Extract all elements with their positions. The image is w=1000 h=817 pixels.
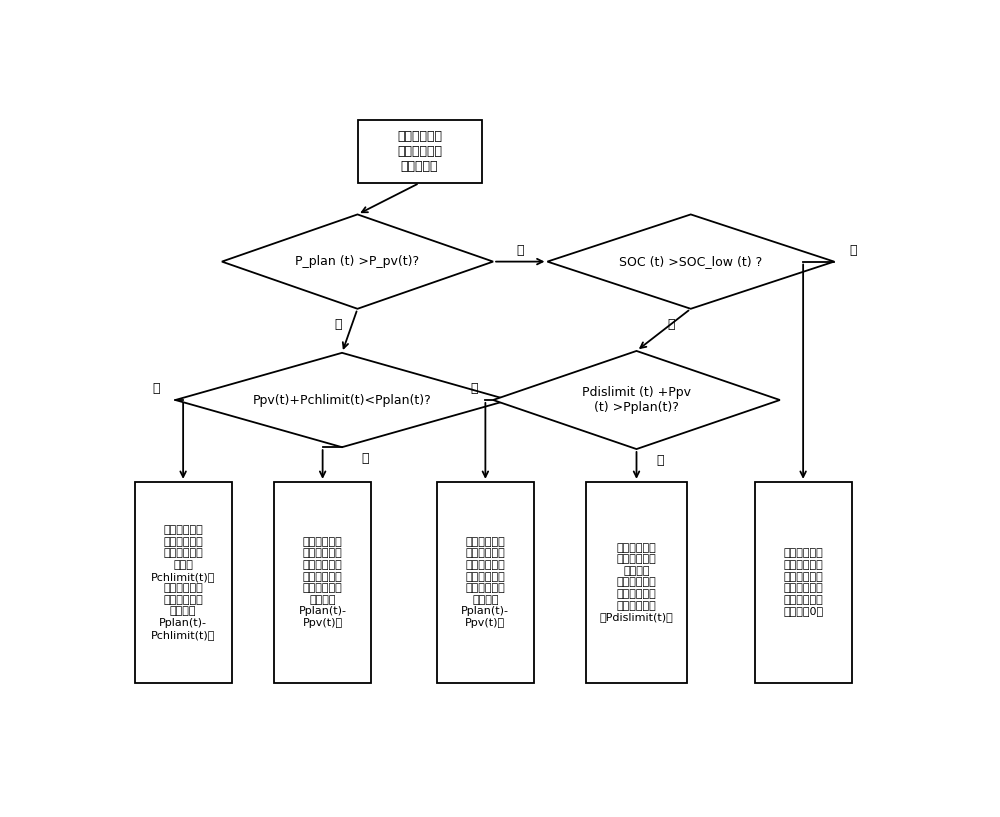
- Polygon shape: [493, 351, 780, 449]
- Bar: [135, 482, 232, 683]
- Bar: [358, 120, 482, 183]
- Bar: [274, 482, 371, 683]
- Text: 是: 是: [668, 318, 675, 331]
- Bar: [586, 482, 687, 683]
- Text: SOC (t) >SOC_low (t) ?: SOC (t) >SOC_low (t) ?: [619, 255, 762, 268]
- Text: 实行弃光，储
能电站监控系
统输出功率命
令值为
Pchlimit(t)；
光伏电站监控
系统输出功率
命令值为
Pplan(t)-
Pchlimit(t)。: 实行弃光，储 能电站监控系 统输出功率命 令值为 Pchlimit(t)； 光伏…: [151, 525, 215, 640]
- Text: 光伏电站监控
系统输出功率
命令值不变；
储能电站监控
系统输出功率
命令值为
Pplan(t)-
Ppv(t)。: 光伏电站监控 系统输出功率 命令值不变； 储能电站监控 系统输出功率 命令值为 …: [461, 537, 509, 628]
- Bar: [755, 482, 852, 683]
- Text: 是: 是: [362, 452, 369, 465]
- Text: 接收预处理后
的光伏电站计
划输出功率: 接收预处理后 的光伏电站计 划输出功率: [397, 130, 442, 173]
- Text: 光伏电站监控
系统输出功率
命令值不变；
储能电站监控
系统输出功率
命令值为
Pplan(t)-
Ppv(t)。: 光伏电站监控 系统输出功率 命令值不变； 储能电站监控 系统输出功率 命令值为 …: [299, 537, 347, 628]
- Text: 否: 否: [850, 243, 857, 257]
- Bar: [437, 482, 534, 683]
- Text: Pdislimit (t) +Ppv
(t) >Pplan(t)?: Pdislimit (t) +Ppv (t) >Pplan(t)?: [582, 386, 691, 414]
- Polygon shape: [547, 214, 834, 309]
- Text: Ppv(t)+Pchlimit(t)<Pplan(t)?: Ppv(t)+Pchlimit(t)<Pplan(t)?: [253, 394, 431, 407]
- Polygon shape: [175, 353, 509, 447]
- Text: P_plan (t) >P_pv(t)?: P_plan (t) >P_pv(t)?: [295, 255, 420, 268]
- Text: 是: 是: [470, 382, 478, 395]
- Text: 是: 是: [516, 243, 524, 257]
- Text: 否: 否: [656, 454, 664, 467]
- Polygon shape: [222, 214, 493, 309]
- Text: 否: 否: [152, 382, 160, 395]
- Text: 否: 否: [334, 318, 342, 331]
- Text: 光伏电站监控
系统输出功率
命令值不
变；；储能电
站监控系统输
出功率命令值
为Pdislimit(t)。: 光伏电站监控 系统输出功率 命令值不 变；；储能电 站监控系统输 出功率命令值 …: [600, 542, 673, 623]
- Text: 光伏电站监控
系统输出功率
命令值不变；
储能电站监控
系统输出功率
命令值为0。: 光伏电站监控 系统输出功率 命令值不变； 储能电站监控 系统输出功率 命令值为0…: [783, 548, 823, 617]
